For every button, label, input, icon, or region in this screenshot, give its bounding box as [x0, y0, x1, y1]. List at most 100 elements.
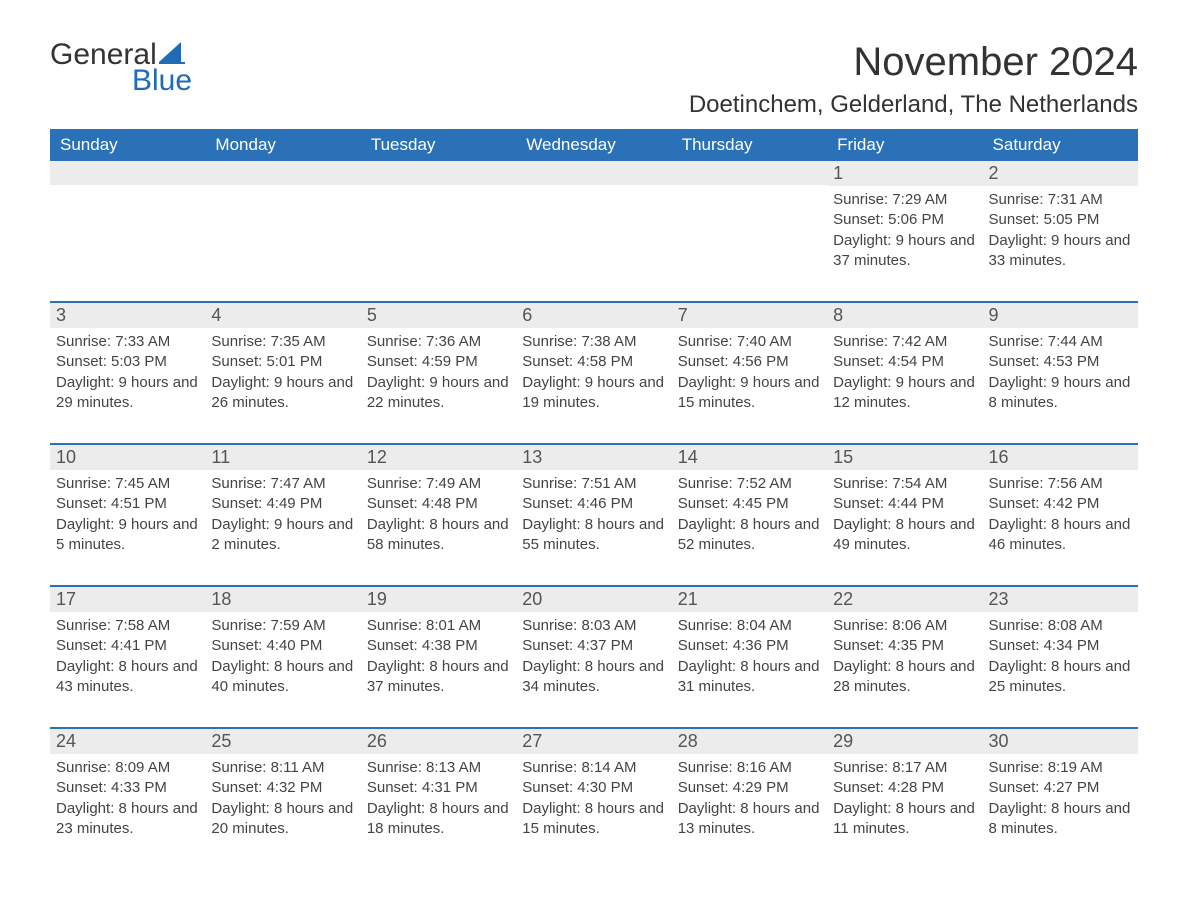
day-cell: 19Sunrise: 8:01 AMSunset: 4:38 PMDayligh… [361, 587, 516, 703]
day-number: 9 [983, 303, 1138, 328]
day-number: 13 [516, 445, 671, 470]
day-body: Sunrise: 7:44 AMSunset: 4:53 PMDaylight:… [989, 332, 1132, 413]
daylight-text: Daylight: 9 hours and 37 minutes. [833, 231, 976, 272]
day-cell: 12Sunrise: 7:49 AMSunset: 4:48 PMDayligh… [361, 445, 516, 561]
day-body: Sunrise: 8:03 AMSunset: 4:37 PMDaylight:… [522, 616, 665, 697]
empty-day [672, 161, 827, 277]
sunrise-text: Sunrise: 8:19 AM [989, 758, 1132, 778]
title-block: November 2024 Doetinchem, Gelderland, Th… [689, 40, 1138, 119]
sunrise-text: Sunrise: 7:54 AM [833, 474, 976, 494]
sunset-text: Sunset: 5:06 PM [833, 210, 976, 230]
day-body: Sunrise: 7:47 AMSunset: 4:49 PMDaylight:… [211, 474, 354, 555]
day-cell: 23 Sunrise: 8:08 AMSunset: 4:34 PMDayligh… [983, 587, 1138, 703]
day-cell: 15Sunrise: 7:54 AMSunset: 4:44 PMDayligh… [827, 445, 982, 561]
sunrise-text: Sunrise: 8:11 AM [211, 758, 354, 778]
day-cell: 22Sunrise: 8:06 AMSunset: 4:35 PMDayligh… [827, 587, 982, 703]
day-cell: 18Sunrise: 7:59 AMSunset: 4:40 PMDayligh… [205, 587, 360, 703]
sunrise-text: Sunrise: 8:13 AM [367, 758, 510, 778]
sunrise-text: Sunrise: 7:42 AM [833, 332, 976, 352]
day-number: 15 [827, 445, 982, 470]
empty-day [516, 161, 671, 277]
day-number: 4 [205, 303, 360, 328]
sunrise-text: Sunrise: 8:03 AM [522, 616, 665, 636]
sunrise-text: Sunrise: 7:38 AM [522, 332, 665, 352]
daylight-text: Daylight: 8 hours and 31 minutes. [678, 657, 821, 698]
daylight-text: Daylight: 9 hours and 12 minutes. [833, 373, 976, 414]
sunrise-text: Sunrise: 8:16 AM [678, 758, 821, 778]
day-cell: 30 Sunrise: 8:19 AMSunset: 4:27 PMDayligh… [983, 729, 1138, 845]
day-body: Sunrise: 8:04 AMSunset: 4:36 PMDaylight:… [678, 616, 821, 697]
daylight-text: Daylight: 8 hours and 15 minutes. [522, 799, 665, 840]
sunrise-text: Sunrise: 7:58 AM [56, 616, 199, 636]
day-number: 8 [827, 303, 982, 328]
sunset-text: Sunset: 4:45 PM [678, 494, 821, 514]
day-number: 11 [205, 445, 360, 470]
sunset-text: Sunset: 4:27 PM [989, 778, 1132, 798]
daylight-text: Daylight: 9 hours and 26 minutes. [211, 373, 354, 414]
day-cell: 5Sunrise: 7:36 AMSunset: 4:59 PMDaylight… [361, 303, 516, 419]
daylight-text: Daylight: 8 hours and 43 minutes. [56, 657, 199, 698]
daylight-text: Daylight: 9 hours and 2 minutes. [211, 515, 354, 556]
header: General Blue November 2024 Doetinchem, G… [50, 40, 1138, 119]
day-number: 25 [205, 729, 360, 754]
sunset-text: Sunset: 4:56 PM [678, 352, 821, 372]
sunrise-text: Sunrise: 7:29 AM [833, 190, 976, 210]
daylight-text: Daylight: 8 hours and 23 minutes. [56, 799, 199, 840]
logo-word2: Blue [132, 66, 192, 96]
day-cell: 2Sunrise: 7:31 AMSunset: 5:05 PMDaylight… [983, 161, 1138, 277]
sunset-text: Sunset: 5:03 PM [56, 352, 199, 372]
day-body: Sunrise: 8:08 AMSunset: 4:34 PMDaylight:… [989, 616, 1132, 697]
sunrise-text: Sunrise: 7:44 AM [989, 332, 1132, 352]
day-number: 23 [983, 587, 1138, 612]
sunrise-text: Sunrise: 7:33 AM [56, 332, 199, 352]
sunrise-text: Sunrise: 8:09 AM [56, 758, 199, 778]
day-body: Sunrise: 7:29 AMSunset: 5:06 PMDaylight:… [833, 190, 976, 271]
day-cell: 3 Sunrise: 7:33 AMSunset: 5:03 PMDaylight… [50, 303, 205, 419]
sunset-text: Sunset: 4:28 PM [833, 778, 976, 798]
logo: General Blue [50, 40, 192, 96]
daylight-text: Daylight: 8 hours and 37 minutes. [367, 657, 510, 698]
day-cell: 4Sunrise: 7:35 AMSunset: 5:01 PMDaylight… [205, 303, 360, 419]
daylight-text: Daylight: 8 hours and 20 minutes. [211, 799, 354, 840]
sunset-text: Sunset: 4:48 PM [367, 494, 510, 514]
sunrise-text: Sunrise: 8:08 AM [989, 616, 1132, 636]
daylight-text: Daylight: 8 hours and 8 minutes. [989, 799, 1132, 840]
day-body: Sunrise: 8:17 AMSunset: 4:28 PMDaylight:… [833, 758, 976, 839]
empty-day [50, 161, 205, 277]
day-body: Sunrise: 8:09 AMSunset: 4:33 PMDaylight:… [56, 758, 199, 839]
daylight-text: Daylight: 8 hours and 52 minutes. [678, 515, 821, 556]
day-cell: 29Sunrise: 8:17 AMSunset: 4:28 PMDayligh… [827, 729, 982, 845]
sunrise-text: Sunrise: 7:59 AM [211, 616, 354, 636]
day-cell: 20Sunrise: 8:03 AMSunset: 4:37 PMDayligh… [516, 587, 671, 703]
weekday-header: SundayMondayTuesdayWednesdayThursdayFrid… [50, 129, 1138, 161]
daylight-text: Daylight: 8 hours and 40 minutes. [211, 657, 354, 698]
day-body: Sunrise: 7:58 AMSunset: 4:41 PMDaylight:… [56, 616, 199, 697]
sunset-text: Sunset: 4:59 PM [367, 352, 510, 372]
sunset-text: Sunset: 4:33 PM [56, 778, 199, 798]
sunset-text: Sunset: 4:30 PM [522, 778, 665, 798]
sunset-text: Sunset: 4:44 PM [833, 494, 976, 514]
sunset-text: Sunset: 4:41 PM [56, 636, 199, 656]
day-body: Sunrise: 7:33 AMSunset: 5:03 PMDaylight:… [56, 332, 199, 413]
day-cell: 21 Sunrise: 8:04 AMSunset: 4:36 PMDayligh… [672, 587, 827, 703]
day-body: Sunrise: 7:38 AMSunset: 4:58 PMDaylight:… [522, 332, 665, 413]
day-cell: 14Sunrise: 7:52 AMSunset: 4:45 PMDayligh… [672, 445, 827, 561]
day-cell: 1Sunrise: 7:29 AMSunset: 5:06 PMDaylight… [827, 161, 982, 277]
sunset-text: Sunset: 4:51 PM [56, 494, 199, 514]
daylight-text: Daylight: 8 hours and 18 minutes. [367, 799, 510, 840]
day-body: Sunrise: 7:42 AMSunset: 4:54 PMDaylight:… [833, 332, 976, 413]
day-cell: 7Sunrise: 7:40 AMSunset: 4:56 PMDaylight… [672, 303, 827, 419]
day-number: 21 [672, 587, 827, 612]
day-number [205, 161, 360, 185]
day-cell: 9 Sunrise: 7:44 AMSunset: 4:53 PMDaylight… [983, 303, 1138, 419]
weekday-col-1: Monday [205, 129, 360, 161]
day-number: 27 [516, 729, 671, 754]
sunset-text: Sunset: 4:38 PM [367, 636, 510, 656]
daylight-text: Daylight: 9 hours and 8 minutes. [989, 373, 1132, 414]
day-body: Sunrise: 7:45 AMSunset: 4:51 PMDaylight:… [56, 474, 199, 555]
empty-day [361, 161, 516, 277]
day-number: 30 [983, 729, 1138, 754]
weekday-col-6: Saturday [983, 129, 1138, 161]
weekday-col-3: Wednesday [516, 129, 671, 161]
day-number: 3 [50, 303, 205, 328]
